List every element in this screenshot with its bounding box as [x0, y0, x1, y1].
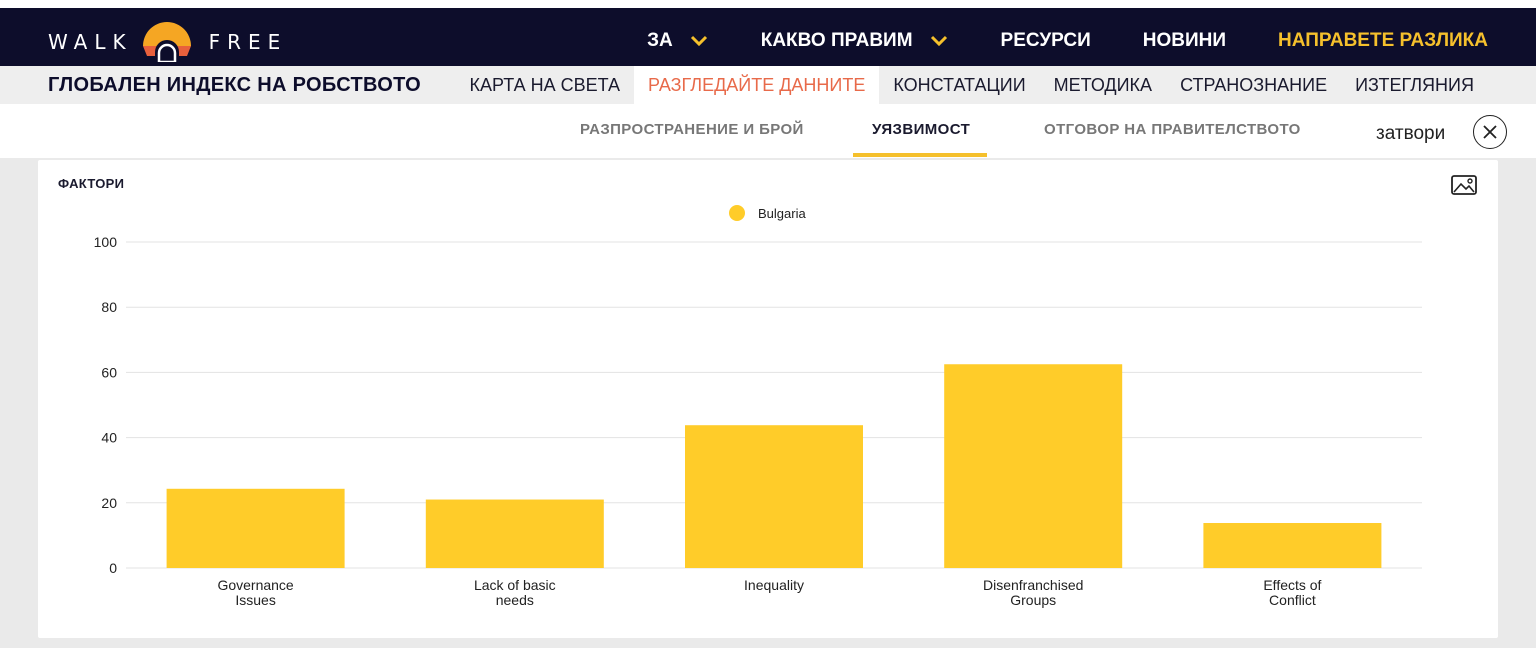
- nav-item-resources[interactable]: РЕСУРСИ: [1001, 30, 1091, 52]
- nav-item-what-we-do[interactable]: КАКВО ПРАВИМ: [761, 30, 949, 52]
- y-tick-label: 80: [101, 299, 117, 315]
- sub-nav: КАРТА НА СВЕТА РАЗГЛЕДАЙТЕ ДАННИТЕ КОНСТ…: [456, 66, 1488, 104]
- chevron-down-icon: [930, 35, 947, 47]
- nav-item-label: ЗА: [647, 30, 673, 51]
- x-tick-label: Governance Issues: [217, 577, 293, 608]
- bar: [944, 364, 1123, 568]
- nav-item-label: РЕСУРСИ: [1000, 30, 1091, 51]
- chart-card: ФАКТОРИ 0 20 40 60 80 100 Bulgaria Governance Is…: [38, 160, 1498, 638]
- legend-marker: [729, 205, 745, 221]
- active-tab-indicator: [853, 153, 987, 157]
- subnav-methodology[interactable]: МЕТОДИКА: [1053, 74, 1153, 95]
- site-title[interactable]: ГЛОБАЛЕН ИНДЕКС НА РОБСТВОТО: [48, 74, 421, 96]
- walk-free-logo[interactable]: WALK FREE: [48, 18, 287, 66]
- sunrise-logo-icon: [142, 22, 191, 62]
- y-tick-label: 100: [94, 234, 118, 250]
- image-export-icon[interactable]: [1450, 174, 1478, 196]
- close-icon: [1483, 125, 1497, 139]
- x-tick-label: Inequality: [744, 577, 804, 593]
- sub-navigation-bar: ГЛОБАЛЕН ИНДЕКС НА РОБСТВОТО КАРТА НА СВ…: [0, 66, 1536, 104]
- tab-government-response[interactable]: ОТГОВОР НА ПРАВИТЕЛСТВОТО: [1044, 121, 1301, 138]
- chart-title: ФАКТОРИ: [58, 176, 125, 191]
- nav-item-label: НОВИНИ: [1142, 30, 1227, 51]
- nav-item-label: НАПРАВЕТЕ РАЗЛИКА: [1278, 30, 1488, 51]
- x-tick-label: Lack of basic needs: [474, 577, 556, 608]
- y-tick-label: 20: [101, 495, 117, 511]
- subnav-explore-data[interactable]: РАЗГЛЕДАЙТЕ ДАННИТЕ: [634, 66, 880, 104]
- nav-item-about[interactable]: ЗА: [647, 30, 709, 52]
- nav-item-make-a-difference[interactable]: НАПРАВЕТЕ РАЗЛИКА: [1278, 30, 1488, 52]
- x-tick-label: Effects of Conflict: [1263, 577, 1321, 608]
- logo-text-left: WALK: [48, 30, 133, 54]
- nav-item-label: КАКВО ПРАВИМ: [760, 30, 913, 51]
- tab-vulnerability[interactable]: УЯЗВИМОСТ: [872, 121, 971, 138]
- close-button[interactable]: [1473, 115, 1507, 149]
- bar: [166, 488, 345, 568]
- bar: [1203, 523, 1382, 568]
- subnav-findings[interactable]: КОНСТАТАЦИИ: [893, 74, 1026, 95]
- main-nav: ЗА КАКВО ПРАВИМ РЕСУРСИ НОВИНИ НАПРАВЕТЕ…: [595, 16, 1488, 66]
- x-tick-label: Disenfranchised Groups: [983, 577, 1083, 608]
- subnav-country-studies[interactable]: СТРАНОЗНАНИЕ: [1180, 74, 1328, 95]
- y-tick-label: 60: [101, 364, 117, 380]
- subnav-world-map[interactable]: КАРТА НА СВЕТА: [469, 74, 621, 95]
- chevron-down-icon: [690, 35, 707, 47]
- y-tick-label: 0: [109, 560, 117, 576]
- bar: [425, 499, 604, 568]
- nav-item-news[interactable]: НОВИНИ: [1143, 30, 1226, 52]
- close-label[interactable]: затвори: [1376, 123, 1446, 144]
- tab-prevalence[interactable]: РАЗПРОСТРАНЕНИЕ И БРОЙ: [580, 121, 804, 138]
- legend-label: Bulgaria: [758, 206, 806, 221]
- top-navigation-bar: WALK FREE ЗА КАКВО ПРАВИМ РЕСУРСИ НОВИНИ…: [0, 0, 1536, 66]
- logo-text-right: FREE: [208, 30, 288, 54]
- bar: [685, 425, 863, 568]
- data-tabs-bar: РАЗПРОСТРАНЕНИЕ И БРОЙ УЯЗВИМОСТ ОТГОВОР…: [0, 104, 1536, 158]
- y-tick-label: 40: [101, 430, 117, 446]
- bar-chart: 0 20 40 60 80 100 Bulgaria Governance Issues Lack…: [94, 205, 1422, 608]
- subnav-downloads[interactable]: ИЗТЕГЛЯНИЯ: [1355, 74, 1474, 95]
